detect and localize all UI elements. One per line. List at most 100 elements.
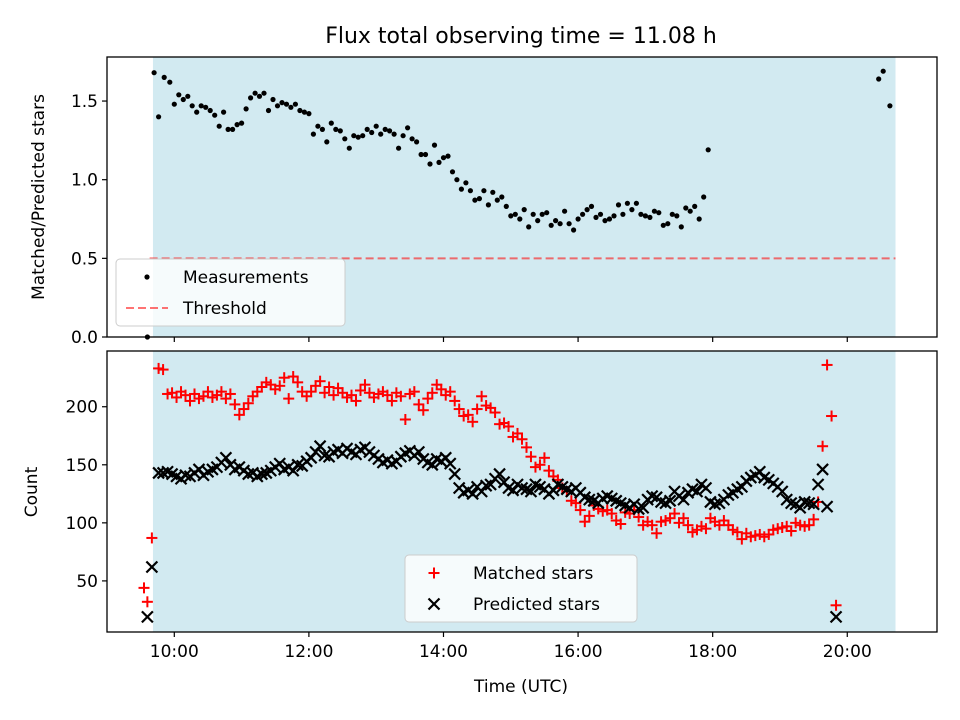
measurement-point: [490, 189, 496, 195]
measurement-point: [665, 221, 671, 227]
measurement-point: [656, 210, 662, 216]
predicted-star-point: [690, 485, 704, 498]
measurement-point: [261, 90, 267, 96]
measurement-point: [418, 151, 424, 158]
top-y-axis-label: Matched/Predicted stars: [29, 94, 49, 300]
measurement-point: [422, 151, 429, 158]
matched-star-point: [157, 364, 169, 376]
measurement-point: [436, 159, 442, 165]
matched-star-point: [516, 433, 528, 445]
predicted-star-point: [412, 445, 426, 459]
predicted-star-point: [708, 497, 722, 511]
measurement-point: [342, 136, 348, 142]
matched-star-point: [426, 387, 438, 399]
measurement-point: [454, 177, 460, 183]
legend-matched-marker: [428, 567, 440, 579]
predicted-star-point: [493, 467, 506, 481]
measurement-point: [571, 227, 577, 233]
measurement-point: [562, 208, 568, 214]
predicted-star-point: [179, 468, 192, 482]
matched-star-point: [700, 523, 712, 535]
measurement-point: [279, 100, 285, 106]
measurement-point: [265, 107, 272, 114]
bottom-panel: 50 100 150 200 10:00 12:00 14:00 16:00 18:00 20:0…: [22, 350, 938, 697]
bottom-y-tick-label: 200: [66, 398, 98, 418]
measurement-point: [396, 145, 402, 151]
measurement-point: [225, 126, 231, 132]
measurement-point: [472, 197, 478, 203]
matched-star-point: [233, 409, 245, 421]
measurement-point: [544, 210, 550, 216]
matched-star-point: [574, 504, 586, 516]
measurement-point: [283, 101, 290, 107]
measurement-point: [234, 122, 240, 128]
matched-stars-series: [138, 359, 842, 611]
measurement-point: [337, 128, 343, 134]
top-legend-box: [115, 258, 346, 327]
measurement-point: [503, 203, 509, 209]
matched-star-point: [803, 519, 815, 531]
predicted-star-point: [784, 496, 798, 510]
predicted-star-point: [583, 493, 596, 506]
predicted-star-point: [807, 497, 820, 511]
measurement-point: [620, 211, 626, 217]
predicted-star-point: [141, 610, 154, 624]
top-axes: 0.0 0.5 1.0 1.5: [71, 56, 938, 348]
predicted-star-point: [820, 500, 834, 513]
predicted-star-point: [515, 481, 529, 495]
predicted-star-point: [677, 493, 690, 506]
legend-measurement-marker: [144, 274, 150, 280]
measurement-point: [629, 207, 635, 213]
measurement-point: [548, 222, 554, 228]
matched-star-point: [346, 389, 358, 401]
chart-title: Flux total observing time = 11.08 h: [325, 24, 717, 49]
measurement-point: [400, 133, 406, 139]
bottom-y-tick-label: 100: [66, 514, 98, 534]
measurement-point: [207, 107, 213, 114]
matched-star-point: [314, 375, 326, 387]
predicted-star-point: [255, 467, 269, 481]
predicted-star-point: [816, 463, 829, 476]
measurement-point: [288, 104, 294, 110]
measurement-point: [701, 194, 707, 200]
measurement-point: [566, 221, 572, 227]
measurement-point: [499, 194, 505, 200]
matched-star-point: [146, 532, 158, 544]
measurement-point: [651, 208, 658, 214]
matched-star-point: [381, 389, 393, 401]
measurement-point: [212, 112, 218, 118]
measurement-point: [553, 218, 559, 224]
measurement-point: [355, 134, 361, 140]
measurement-point: [476, 196, 482, 202]
measurement-point: [409, 136, 415, 142]
matched-star-point: [141, 596, 153, 608]
measurement-point: [660, 222, 666, 228]
measurement-point: [597, 211, 604, 217]
matched-star-point: [570, 497, 582, 509]
matched-star-point: [821, 359, 833, 371]
matched-star-point: [229, 398, 241, 410]
predicted-star-point: [145, 560, 159, 574]
measurement-point: [494, 197, 500, 203]
measurement-point: [248, 95, 254, 101]
measurement-point: [306, 111, 312, 117]
matched-star-point: [274, 380, 286, 392]
matched-star-point: [467, 416, 479, 428]
measurement-point: [526, 224, 532, 230]
measurement-point: [230, 126, 236, 132]
measurement-point: [876, 76, 882, 82]
matched-star-point: [354, 384, 366, 396]
matched-star-point: [435, 383, 447, 395]
matched-star-point: [215, 386, 227, 398]
measurement-point: [391, 131, 397, 137]
matched-star-point: [386, 395, 398, 407]
bottom-axes: 50 100 150 200 10:00 12:00 14:00 16:00 18:00 20:0…: [66, 350, 938, 662]
matched-star-point: [202, 386, 214, 398]
measurement-point: [270, 96, 276, 103]
bottom-x-tick-label: 16:00: [554, 642, 603, 662]
matched-star-point: [138, 582, 150, 594]
matched-star-point: [184, 395, 196, 407]
measurement-point: [633, 200, 640, 206]
matched-star-point: [319, 387, 331, 399]
